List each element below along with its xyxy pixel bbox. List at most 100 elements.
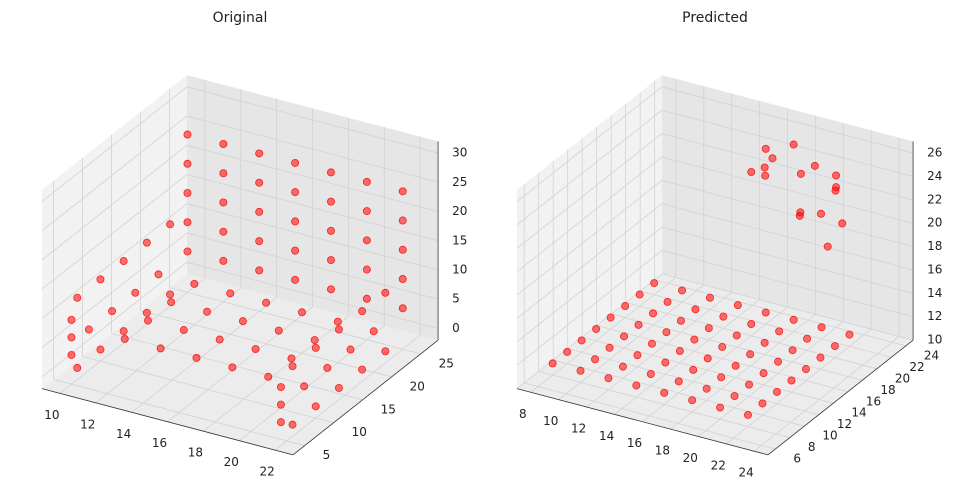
point	[358, 365, 367, 374]
x-tick-label: 24	[738, 466, 753, 480]
point	[362, 294, 371, 303]
grid-line	[516, 226, 663, 343]
y-tick-label: 5	[323, 448, 331, 462]
point	[287, 354, 296, 363]
grid-line	[41, 232, 188, 349]
point	[326, 285, 335, 294]
point	[310, 336, 319, 345]
point	[73, 293, 82, 302]
point	[690, 335, 699, 344]
point	[719, 312, 728, 321]
grid-line	[186, 115, 439, 183]
x-tick-label: 20	[683, 451, 698, 465]
point	[274, 326, 283, 335]
point	[255, 149, 264, 158]
point	[288, 362, 297, 371]
point	[576, 366, 585, 375]
x-tick-label: 8	[519, 407, 527, 421]
grid-line	[614, 299, 760, 415]
point	[276, 418, 285, 427]
point	[796, 169, 805, 178]
point	[326, 168, 335, 177]
point	[143, 316, 152, 325]
point	[787, 376, 796, 385]
y-tick-label: 20	[895, 371, 910, 385]
point	[733, 301, 742, 310]
point	[758, 399, 767, 408]
x-axis	[41, 388, 294, 456]
point	[156, 344, 165, 353]
grid-line	[670, 314, 816, 430]
point	[358, 307, 367, 316]
point	[120, 334, 129, 343]
grid-line	[169, 287, 421, 355]
point	[183, 218, 192, 227]
point	[830, 342, 839, 351]
y-axis	[767, 339, 914, 456]
point	[788, 346, 797, 355]
y-tick-label: 15	[381, 402, 396, 416]
point	[369, 327, 378, 336]
x-tick-label: 10	[543, 414, 558, 428]
point	[297, 308, 306, 317]
y-tick-label: 25	[439, 356, 454, 370]
point	[190, 279, 199, 288]
point	[219, 227, 228, 236]
grid-line	[203, 316, 349, 432]
grid-line	[661, 226, 914, 294]
point	[548, 359, 557, 368]
grid-line	[41, 115, 188, 232]
point	[362, 236, 371, 245]
point	[801, 365, 810, 374]
grid-line	[661, 133, 914, 201]
grid-line	[661, 109, 914, 177]
point	[635, 290, 644, 299]
point	[326, 197, 335, 206]
x-tick-label: 18	[188, 446, 203, 460]
grid-line	[82, 356, 334, 424]
grid-line	[567, 348, 819, 416]
z-tick-label: 12	[927, 309, 942, 323]
x-tick-label: 18	[655, 444, 670, 458]
point	[803, 334, 812, 343]
z-tick-label: 16	[927, 262, 942, 276]
point	[183, 189, 192, 198]
point	[823, 242, 832, 251]
point	[761, 144, 770, 153]
point	[689, 365, 698, 374]
point	[703, 354, 712, 363]
grid-line	[516, 203, 663, 319]
grid-line	[516, 250, 663, 366]
point	[761, 308, 770, 317]
grid-line	[41, 261, 188, 378]
grid-line	[530, 277, 677, 393]
y-tick-label: 24	[924, 348, 939, 362]
point	[775, 327, 784, 336]
z-tick-label: 30	[452, 146, 467, 160]
point	[362, 265, 371, 274]
point	[215, 335, 224, 344]
y-tick-label: 8	[808, 440, 816, 454]
point	[398, 187, 407, 196]
point	[166, 290, 175, 299]
point	[311, 343, 320, 352]
point	[732, 331, 741, 340]
point	[276, 383, 285, 392]
grid-line	[274, 335, 421, 451]
grid-line	[111, 333, 363, 401]
grid-line	[642, 306, 788, 423]
grid-line	[611, 313, 863, 381]
x-tick-label: 16	[152, 436, 167, 450]
point	[276, 400, 285, 409]
point	[620, 332, 629, 341]
y-tick-label: 16	[866, 394, 881, 408]
x-tick-label: 14	[116, 427, 131, 441]
point	[291, 158, 300, 167]
y-tick-label: 10	[822, 429, 837, 443]
point	[333, 317, 342, 326]
point	[795, 211, 804, 220]
y-tick-label: 10	[352, 425, 367, 439]
x-tick-label: 10	[44, 408, 59, 422]
point	[691, 305, 700, 314]
